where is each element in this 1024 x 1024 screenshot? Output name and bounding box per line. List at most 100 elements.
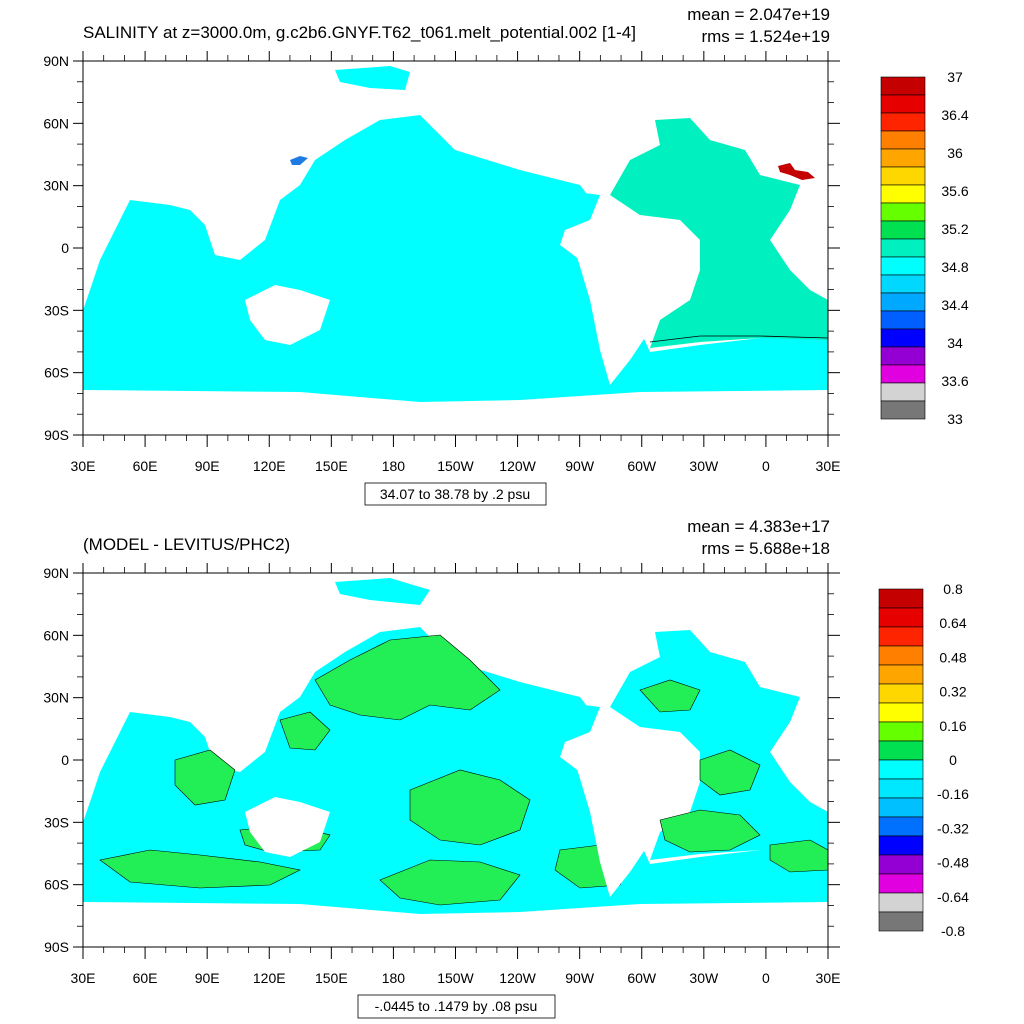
bot-x-tick-label: 60W (627, 970, 657, 986)
bot-colorbar-box (878, 588, 924, 609)
top-x-tick-label: 150W (437, 458, 474, 474)
top-x-tick-label: 0 (762, 458, 770, 474)
top-land-australia (245, 285, 330, 345)
top-colorbar-box (880, 292, 926, 312)
patch-south-atlantic (659, 809, 761, 853)
top-colorbar: 37 36.4 36 35.6 35.2 34.8 34.4 34 33.6 33 (880, 69, 969, 427)
top-y-tick-label: 30N (43, 178, 69, 194)
top-panel-rms: rms = 1.524e+19 (701, 27, 830, 46)
top-colorbar-box (880, 94, 926, 114)
bot-colorbar-label: -0.64 (937, 889, 969, 905)
top-y-tick-label: 90N (43, 53, 69, 69)
top-land-south-america (575, 250, 660, 385)
bottom-map (83, 573, 828, 947)
top-x-tick-label: 120W (499, 458, 536, 474)
bottom-land-south-america (575, 762, 660, 897)
bottom-tick-marks (73, 563, 840, 959)
bot-colorbar-label: 0.64 (939, 615, 966, 631)
top-colorbar-label: 35.2 (941, 221, 968, 237)
top-colorbar-label: 34.8 (941, 259, 968, 275)
top-y-tick-label: 90S (44, 427, 69, 443)
patch-tropical-atlantic (699, 749, 761, 796)
top-colorbar-box (880, 400, 926, 420)
patch-indian-east (174, 749, 236, 806)
bot-y-tick-label: 30S (44, 814, 69, 830)
bot-colorbar-box (878, 645, 924, 666)
top-range-label: 34.07 to 38.78 by .2 psu (380, 486, 530, 502)
top-x-tick-labels: 30E 60E 90E 120E 150E 180 150W 120W 90W 60W 30W 0 30… (71, 458, 841, 474)
bot-colorbar-box (878, 759, 924, 780)
patch-southern-atlantic (769, 839, 828, 873)
top-panel-mean: mean = 2.047e+19 (687, 5, 830, 24)
top-colorbar-label: 33.6 (941, 373, 968, 389)
top-y-tick-labels: 90N 60N 30N 0 30S 60S 90S (43, 53, 69, 443)
bot-y-tick-label: 60N (43, 627, 69, 643)
bot-colorbar-box (878, 664, 924, 685)
bot-colorbar-label: -0.32 (937, 820, 969, 836)
top-ocean-arctic (335, 66, 410, 90)
patch-central-pacific (409, 769, 531, 846)
bot-x-tick-label: 30E (71, 970, 96, 986)
bot-colorbar-label: 0.16 (939, 718, 966, 734)
bot-colorbar-box (878, 702, 924, 723)
bot-x-tick-label: 180 (382, 970, 406, 986)
bottom-panel: (MODEL - LEVITUS/PHC2) mean = 4.383e+17 … (43, 517, 969, 1019)
bot-colorbar-box (878, 797, 924, 818)
patch-north-atlantic (639, 679, 701, 713)
bot-colorbar-box (878, 683, 924, 704)
top-colorbar-box (880, 274, 926, 294)
top-y-tick-label: 60N (43, 115, 69, 131)
bot-colorbar-box (878, 721, 924, 742)
bot-colorbar-label: -0.48 (937, 855, 969, 871)
bot-x-tick-label: 150E (315, 970, 348, 986)
bot-x-tick-label: 30W (689, 970, 719, 986)
bot-colorbar-box (878, 607, 924, 628)
bot-y-tick-label: 0 (61, 752, 69, 768)
top-x-tick-label: 90W (565, 458, 595, 474)
top-mediterranean (778, 163, 815, 180)
top-sea-of-japan (290, 156, 308, 165)
bot-colorbar-box (878, 835, 924, 856)
top-colorbar-label: 34.4 (941, 297, 968, 313)
bot-x-tick-label: 120W (499, 970, 536, 986)
top-colorbar-box (880, 184, 926, 204)
patch-west-pacific (279, 711, 331, 751)
top-colorbar-box (880, 112, 926, 132)
top-colorbar-box (880, 148, 926, 168)
top-colorbar-label: 37 (947, 69, 963, 85)
bot-colorbar-label: 0.32 (939, 684, 966, 700)
bot-colorbar-label: 0 (949, 752, 957, 768)
bottom-panel-title: (MODEL - LEVITUS/PHC2) (83, 535, 290, 554)
bottom-y-tick-labels: 90N 60N 30N 0 30S 60S 90S (43, 565, 69, 955)
bot-x-tick-label: 150W (437, 970, 474, 986)
bot-colorbar-label: -0.8 (941, 923, 965, 939)
bottom-land-australia (245, 797, 330, 857)
top-colorbar-box (880, 76, 926, 96)
top-ocean-north-pacific (300, 115, 595, 215)
top-x-tick-label: 60E (133, 458, 158, 474)
top-y-tick-label: 30S (44, 302, 69, 318)
bot-x-tick-label: 90W (565, 970, 595, 986)
top-colorbar-label: 33 (947, 411, 963, 427)
bot-x-tick-label: 30E (816, 970, 841, 986)
bottom-panel-rms: rms = 5.688e+18 (701, 539, 830, 558)
bot-y-tick-label: 30N (43, 690, 69, 706)
top-colorbar-box (880, 166, 926, 186)
bottom-land-antarctica (83, 904, 828, 947)
top-y-tick-label: 0 (61, 240, 69, 256)
top-x-tick-label: 30E (71, 458, 96, 474)
top-y-tick-label: 60S (44, 365, 69, 381)
top-colorbar-box (880, 130, 926, 150)
top-land-antarctica (83, 392, 828, 435)
bot-y-tick-label: 90N (43, 565, 69, 581)
bot-x-tick-label: 90E (195, 970, 220, 986)
top-colorbar-box (880, 328, 926, 348)
bot-colorbar-label: -0.16 (937, 786, 969, 802)
top-colorbar-label: 34 (947, 335, 963, 351)
top-panel: SALINITY at z=3000.0m, g.c2b6.GNYF.T62_t… (43, 5, 969, 506)
top-colorbar-box (880, 310, 926, 330)
top-colorbar-box (880, 382, 926, 402)
bot-x-tick-label: 120E (253, 970, 286, 986)
top-x-tick-label: 90E (195, 458, 220, 474)
